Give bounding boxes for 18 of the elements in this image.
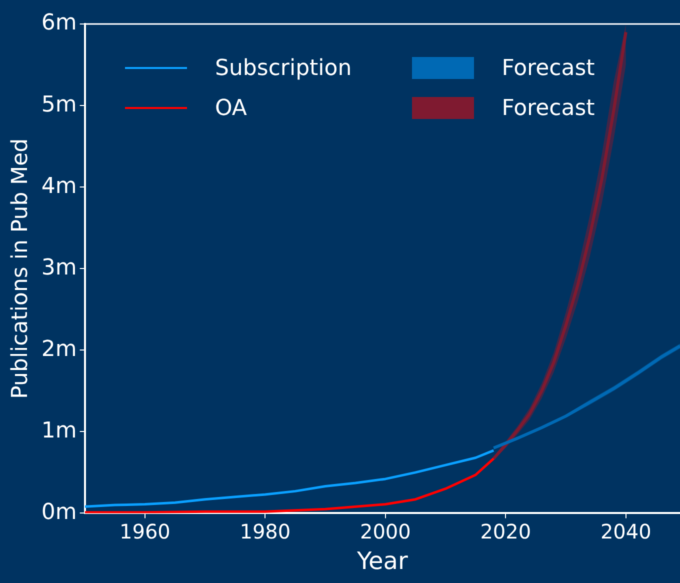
y-tick-label: 1m bbox=[41, 418, 77, 444]
x-tick-label: 1980 bbox=[240, 519, 291, 544]
y-tick-label: 6m bbox=[41, 10, 77, 36]
y-tick-label: 4m bbox=[41, 174, 77, 199]
legend-label: Forecast bbox=[502, 96, 595, 120]
x-tick-label: 2020 bbox=[480, 519, 532, 544]
x-tick-label: 2040 bbox=[600, 519, 652, 544]
y-axis-title: Publications in Pub Med bbox=[8, 138, 33, 399]
legend-label: Subscription bbox=[215, 56, 352, 80]
legend-label: Forecast bbox=[502, 56, 595, 80]
y-tick-label: 0m bbox=[41, 500, 77, 525]
x-axis-title: Year bbox=[356, 546, 408, 575]
y-tick-label: 5m bbox=[41, 92, 77, 118]
legend-label: OA bbox=[215, 96, 247, 120]
y-tick-label: 3m bbox=[41, 255, 77, 280]
x-tick-label: 1960 bbox=[119, 519, 170, 544]
x-tick-label: 2000 bbox=[360, 519, 411, 544]
y-tick-label: 2m bbox=[41, 336, 77, 362]
